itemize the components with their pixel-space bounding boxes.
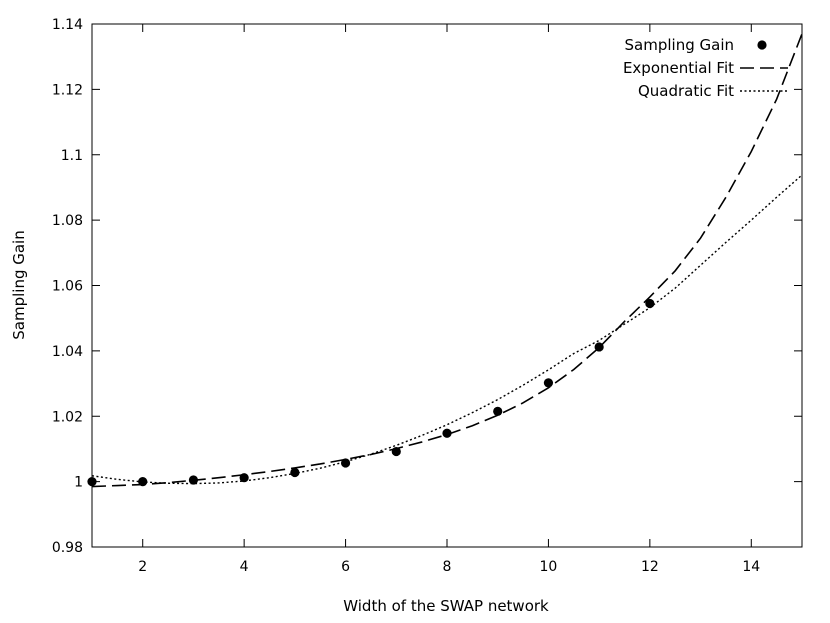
legend: Sampling Gain Exponential Fit Quadratic Fi… (623, 36, 788, 100)
y-tick-label: 1.12 (52, 82, 83, 98)
quadratic-fit-line (92, 174, 802, 485)
sampling-gain-point (543, 378, 554, 388)
x-tick-label: 2 (138, 559, 147, 575)
y-tick-label: 1.06 (52, 279, 83, 295)
legend-label-quadratic-fit: Quadratic Fit (638, 82, 734, 100)
x-tick-label: 4 (240, 559, 249, 575)
axes: 2 4 6 8 10 12 14 0.98 1 1.02 1.04 1.06 1.08 1.1 1.12 1.… (52, 17, 803, 575)
x-tick-label: 6 (341, 559, 350, 575)
y-tick-label: 0.98 (52, 540, 83, 556)
plot-area (87, 33, 802, 488)
y-tick-label: 1.08 (52, 213, 83, 229)
y-axis-label: Sampling Gain (10, 230, 28, 339)
x-tick-label: 10 (540, 559, 558, 575)
sampling-gain-point (493, 406, 503, 416)
legend-label-sampling-gain: Sampling Gain (625, 36, 734, 54)
x-tick-label: 8 (443, 559, 452, 575)
sampling-gain-point (442, 428, 452, 438)
y-tick-label: 1 (74, 475, 83, 491)
plot-frame (91, 23, 803, 548)
legend-label-exponential-fit: Exponential Fit (623, 59, 734, 77)
x-tick-label: 14 (742, 559, 760, 575)
sampling-gain-point (290, 467, 300, 478)
y-tick-label: 1.14 (52, 17, 83, 33)
y-tick-label: 1.04 (52, 344, 83, 360)
y-tick-label: 1.02 (52, 409, 83, 425)
y-tick-label: 1.1 (61, 148, 83, 164)
sampling-gain-point (645, 298, 655, 309)
x-tick-label: 12 (641, 559, 659, 575)
legend-marker-sampling-gain (757, 40, 767, 50)
x-axis-label: Width of the SWAP network (343, 597, 549, 615)
